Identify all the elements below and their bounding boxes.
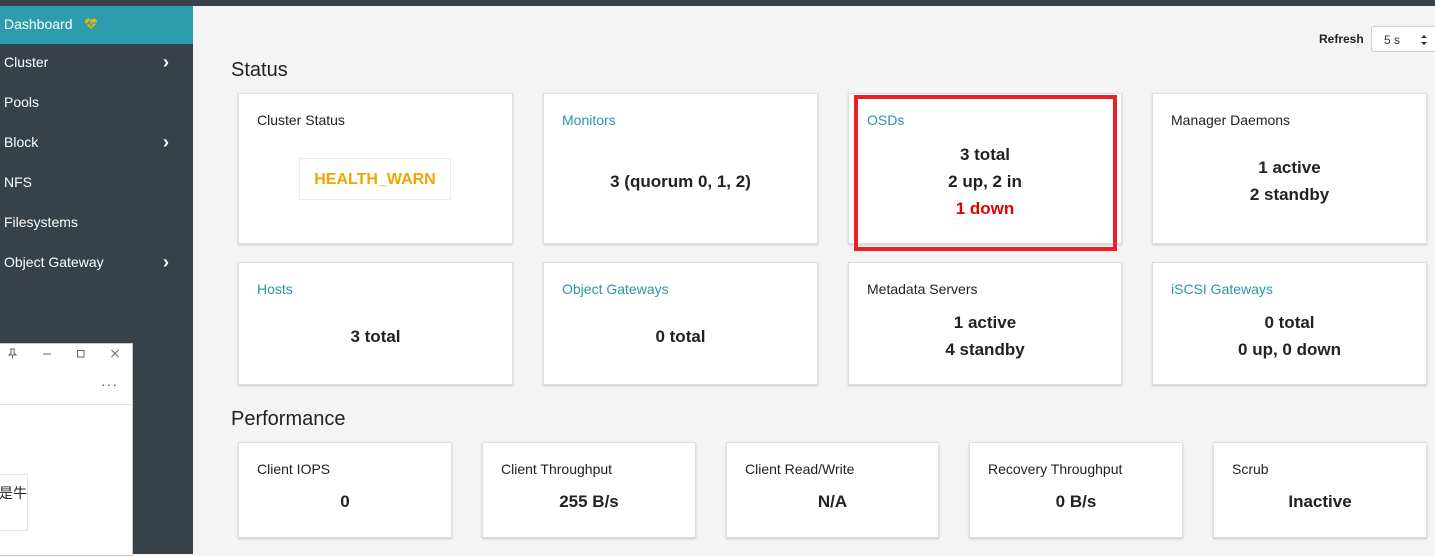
iscsi-total: 0 total — [1264, 313, 1315, 332]
object-gateways-value: 0 total — [655, 327, 706, 346]
managers-standby: 2 standby — [1249, 185, 1330, 204]
performance-section-title: Performance — [231, 408, 346, 430]
card-title: Client Throughput — [501, 461, 613, 477]
hosts-card: Hosts 3 total — [238, 262, 513, 385]
manager-daemons-card: Manager Daemons 1 active 2 standby — [1152, 93, 1427, 244]
refresh-label: Refresh — [1319, 32, 1364, 46]
monitors-value: 3 (quorum 0, 1, 2) — [610, 172, 751, 191]
card-title: Client Read/Write — [745, 461, 855, 477]
chevron-right-icon: › — [163, 132, 169, 152]
more-options-icon[interactable]: ··· — [101, 376, 118, 392]
sidebar-item-label: Block — [4, 134, 39, 150]
iscsi-gateways-card: iSCSI Gateways 0 total 0 up, 0 down — [1152, 262, 1427, 385]
client-iops-value: 0 — [340, 492, 350, 511]
minimize-icon[interactable] — [42, 348, 52, 362]
card-title: Manager Daemons — [1171, 112, 1291, 128]
osds-card: OSDs 3 total 2 up, 2 in 1 down — [848, 93, 1122, 244]
client-throughput-card: Client Throughput 255 B/s — [482, 442, 696, 538]
recovery-throughput-value: 0 B/s — [1055, 492, 1097, 511]
client-read-write-card: Client Read/Write N/A — [726, 442, 939, 538]
monitors-link[interactable]: Monitors — [562, 112, 616, 128]
sidebar-item-pools[interactable]: Pools — [0, 84, 193, 124]
osds-total: 3 total — [959, 145, 1011, 164]
chevron-right-icon: › — [163, 252, 169, 272]
pin-icon[interactable] — [7, 348, 18, 362]
chevron-right-icon: › — [163, 52, 169, 72]
refresh-interval-value: 5 s — [1384, 33, 1401, 47]
popup-card-text: 是牛 — [0, 485, 27, 501]
iscsi-up-down: 0 up, 0 down — [1238, 340, 1341, 359]
select-arrows-icon — [1420, 27, 1428, 63]
scrub-card: Scrub Inactive — [1213, 442, 1427, 538]
iscsi-gateways-link[interactable]: iSCSI Gateways — [1171, 281, 1273, 297]
sidebar-item-filesystems[interactable]: Filesystems — [0, 204, 193, 244]
hosts-value: 3 total — [350, 327, 401, 346]
card-title: Scrub — [1232, 461, 1269, 477]
mds-standby: 4 standby — [945, 340, 1025, 359]
popup-card[interactable]: 是牛 — [0, 474, 28, 531]
top-bar — [0, 0, 1435, 6]
cluster-status-card: Cluster Status HEALTH_WARN — [238, 93, 513, 244]
close-icon[interactable] — [110, 348, 120, 362]
health-status-badge[interactable]: HEALTH_WARN — [299, 158, 451, 200]
divider — [0, 404, 132, 405]
scrub-value: Inactive — [1288, 492, 1352, 511]
sidebar-item-label: Dashboard — [4, 16, 73, 32]
sidebar-item-label: NFS — [4, 174, 32, 190]
status-section-title: Status — [231, 59, 288, 81]
osds-up-in: 2 up, 2 in — [948, 172, 1022, 191]
client-iops-card: Client IOPS 0 — [238, 442, 452, 538]
object-gateways-link[interactable]: Object Gateways — [562, 281, 669, 297]
maximize-icon[interactable] — [76, 348, 86, 362]
heartbeat-icon — [84, 7, 98, 43]
sidebar-item-label: Filesystems — [4, 214, 78, 230]
sidebar-item-nfs[interactable]: NFS — [0, 164, 193, 204]
metadata-servers-card: Metadata Servers 1 active 4 standby — [848, 262, 1122, 385]
hosts-link[interactable]: Hosts — [257, 281, 293, 297]
mds-active: 1 active — [953, 313, 1017, 332]
sidebar-item-dashboard[interactable]: Dashboard — [0, 6, 193, 44]
card-title: Recovery Throughput — [988, 461, 1123, 477]
sidebar-item-cluster[interactable]: Cluster › — [0, 44, 193, 84]
managers-active: 1 active — [1258, 158, 1321, 177]
osds-down: 1 down — [955, 199, 1015, 218]
object-gateways-card: Object Gateways 0 total — [543, 262, 818, 385]
monitors-card: Monitors 3 (quorum 0, 1, 2) — [543, 93, 818, 244]
sidebar-item-label: Cluster — [4, 54, 49, 70]
sidebar-item-label: Object Gateway — [4, 254, 104, 270]
client-throughput-value: 255 B/s — [559, 492, 619, 511]
window-titlebar — [0, 344, 132, 370]
card-title: Metadata Servers — [867, 281, 978, 297]
sidebar-item-label: Pools — [4, 94, 40, 110]
client-read-write-value: N/A — [817, 492, 848, 511]
osds-link[interactable]: OSDs — [867, 112, 905, 128]
sidebar-item-block[interactable]: Block › — [0, 124, 193, 164]
card-title: Cluster Status — [257, 112, 345, 128]
refresh-interval-select[interactable]: 5 s — [1371, 26, 1435, 52]
card-title: Client IOPS — [257, 461, 331, 477]
floating-window: ··· 是牛 — [0, 343, 133, 556]
sidebar-item-object-gateway[interactable]: Object Gateway › — [0, 244, 193, 284]
recovery-throughput-card: Recovery Throughput 0 B/s — [969, 442, 1183, 538]
